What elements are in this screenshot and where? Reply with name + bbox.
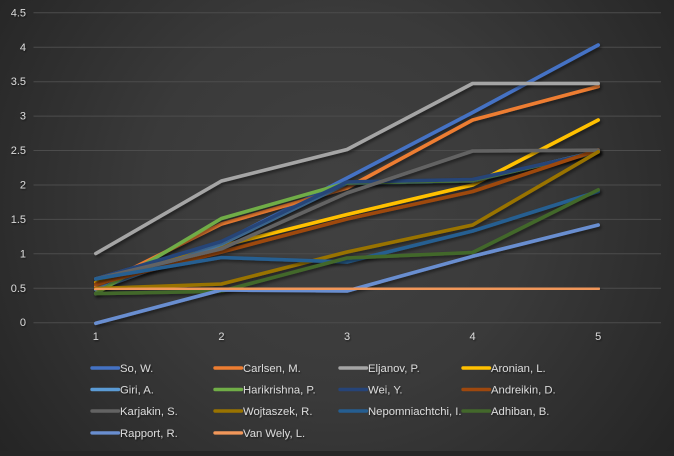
svg-text:2: 2	[218, 331, 224, 343]
svg-text:Andreikin, D.: Andreikin, D.	[491, 385, 556, 397]
svg-text:Van Wely, L.: Van Wely, L.	[243, 428, 305, 440]
svg-text:3: 3	[20, 111, 26, 123]
svg-text:2: 2	[20, 180, 26, 192]
svg-text:Adhiban, B.: Adhiban, B.	[491, 406, 549, 418]
svg-text:4.5: 4.5	[11, 7, 26, 19]
svg-text:Harikrishna, P.: Harikrishna, P.	[243, 385, 316, 397]
svg-text:0.5: 0.5	[11, 283, 26, 295]
svg-text:0: 0	[20, 317, 26, 329]
svg-text:Aronian, L.: Aronian, L.	[491, 363, 546, 375]
svg-text:1.5: 1.5	[11, 214, 26, 226]
svg-text:Carlsen, M.: Carlsen, M.	[243, 363, 301, 375]
svg-text:5: 5	[595, 331, 601, 343]
svg-text:3: 3	[344, 331, 350, 343]
svg-text:Wei, Y.: Wei, Y.	[368, 385, 403, 397]
svg-text:2.5: 2.5	[11, 145, 26, 157]
svg-text:Giri, A.: Giri, A.	[120, 385, 154, 397]
svg-text:Nepomniachtchi, I.: Nepomniachtchi, I.	[368, 406, 462, 418]
svg-text:1: 1	[93, 331, 99, 343]
svg-text:1: 1	[20, 248, 26, 260]
svg-text:3.5: 3.5	[11, 76, 26, 88]
svg-text:Rapport, R.: Rapport, R.	[120, 428, 178, 440]
svg-text:4: 4	[470, 331, 476, 343]
svg-text:4: 4	[20, 42, 26, 54]
svg-text:Eljanov, P.: Eljanov, P.	[368, 363, 420, 375]
svg-text:Karjakin, S.: Karjakin, S.	[120, 406, 178, 418]
svg-text:So, W.: So, W.	[120, 363, 153, 375]
svg-text:Wojtaszek, R.: Wojtaszek, R.	[243, 406, 312, 418]
